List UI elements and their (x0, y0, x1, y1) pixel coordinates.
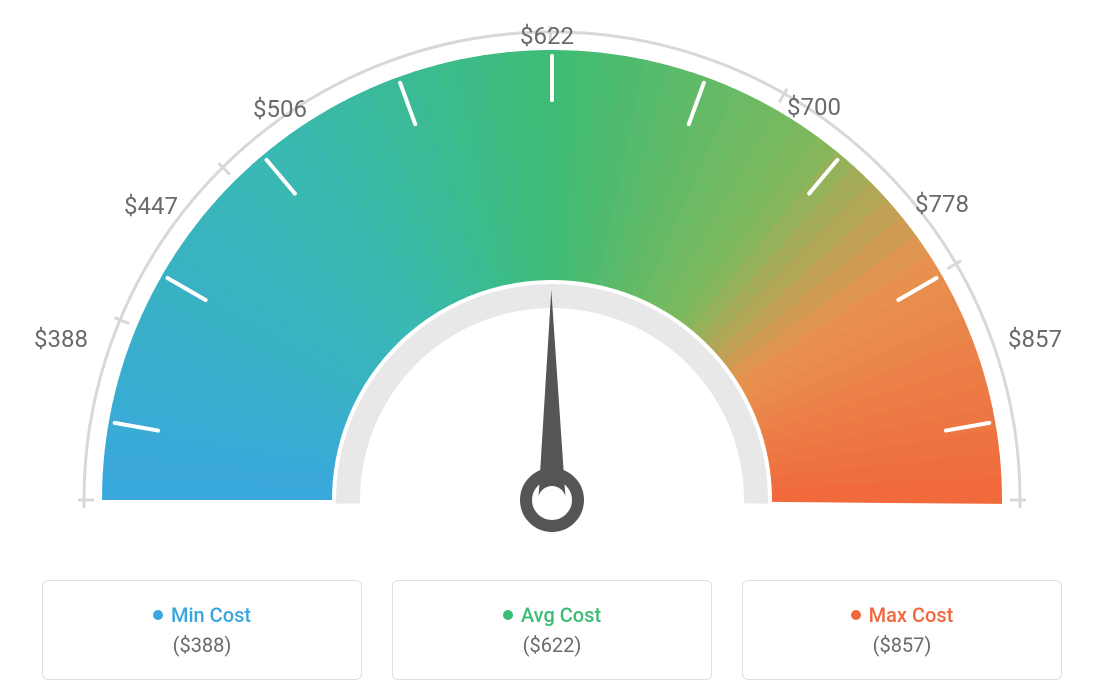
gauge-svg (0, 0, 1104, 560)
legend-card-avg: Avg Cost ($622) (392, 580, 712, 680)
gauge-tick-label: $778 (915, 190, 969, 218)
legend-dot-avg (503, 610, 513, 620)
legend-row: Min Cost ($388) Avg Cost ($622) Max Cost… (0, 580, 1104, 680)
gauge-tick-label: $622 (520, 22, 574, 50)
legend-value-avg: ($622) (523, 633, 582, 657)
legend-title-max: Max Cost (851, 603, 954, 627)
legend-card-max: Max Cost ($857) (742, 580, 1062, 680)
legend-title-avg: Avg Cost (503, 603, 601, 627)
gauge-tick-label: $388 (34, 325, 88, 353)
gauge-tick-label: $506 (253, 95, 307, 123)
legend-dot-min (153, 610, 163, 620)
legend-label-max: Max Cost (869, 603, 954, 627)
legend-title-min: Min Cost (153, 603, 251, 627)
gauge-tick-label: $447 (124, 192, 178, 220)
legend-value-min: ($388) (173, 633, 232, 657)
gauge-tick-label: $700 (787, 93, 841, 121)
gauge-chart: $388 $447 $506 $622 $700 $778 $857 (0, 0, 1104, 560)
legend-label-min: Min Cost (171, 603, 251, 627)
legend-card-min: Min Cost ($388) (42, 580, 362, 680)
legend-dot-max (851, 610, 861, 620)
legend-value-max: ($857) (873, 633, 932, 657)
gauge-tick-label: $857 (1008, 325, 1062, 353)
legend-label-avg: Avg Cost (521, 603, 601, 627)
